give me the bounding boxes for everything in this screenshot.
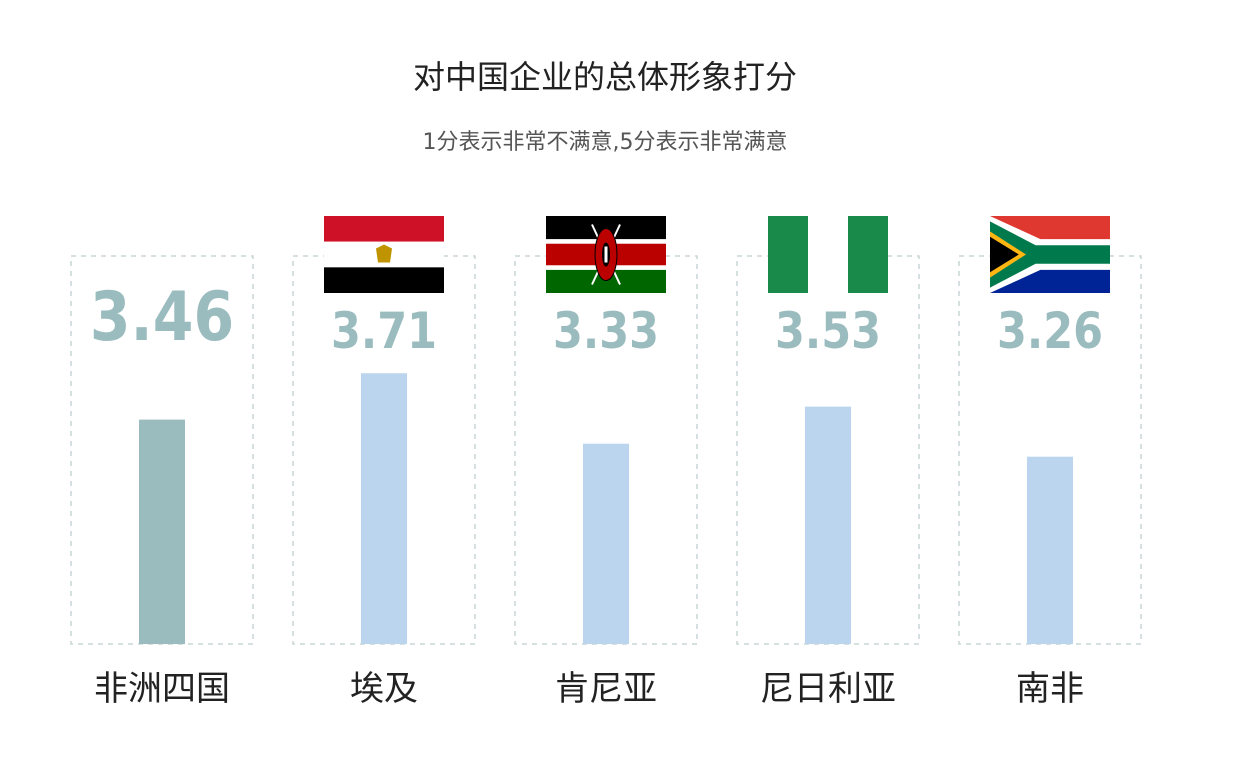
nigeria-flag-icon [768, 216, 888, 293]
chart-title: 对中国企业的总体形象打分 [412, 58, 797, 96]
bar-group: 3.46 非洲四国 [70, 255, 254, 709]
category-label: 埃及 [350, 669, 418, 709]
value-label: 3.53 [775, 302, 881, 360]
bar [1027, 456, 1073, 644]
category-label: 尼日利亚 [760, 669, 896, 709]
bar-group: 3.53 尼日利亚 [736, 216, 920, 709]
bar-group: 3.71 埃及 [292, 216, 476, 709]
category-label: 南非 [1016, 669, 1084, 709]
bar [583, 443, 629, 644]
bar [805, 406, 851, 644]
bar [139, 419, 185, 644]
chart-subtitle: 1分表示非常不满意,5分表示非常满意 [422, 130, 788, 155]
egypt-flag-icon [324, 216, 444, 293]
bar-group: 3.33 肯尼亚 [514, 216, 698, 709]
bar-group: 3.26 南非 [958, 216, 1142, 709]
category-label: 非洲四国 [94, 669, 230, 709]
south-africa-flag-icon [990, 216, 1110, 293]
value-label: 3.33 [553, 302, 659, 360]
value-label: 3.71 [331, 302, 437, 360]
value-label: 3.46 [90, 277, 234, 356]
value-label: 3.26 [997, 302, 1103, 360]
bar [361, 373, 407, 644]
kenya-flag-icon [546, 216, 666, 293]
category-label: 肯尼亚 [555, 669, 657, 709]
